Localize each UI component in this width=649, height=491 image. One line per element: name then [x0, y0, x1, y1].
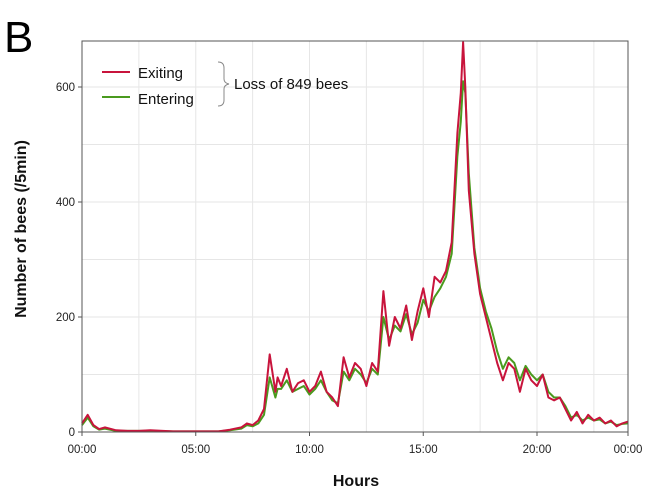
y-tick-label: 200 [56, 312, 75, 324]
y-axis-ticks: 0 200 400 600 [56, 82, 82, 439]
panel-label: B [4, 13, 33, 62]
x-axis-ticks: 00:00 05:00 10:00 15:00 20:00 00:00 [68, 432, 643, 456]
legend-label-exiting: Exiting [138, 65, 183, 82]
x-tick-label: 00:00 [614, 444, 643, 456]
series-lines [81, 41, 629, 433]
x-tick-label: 20:00 [523, 444, 552, 456]
series-line-entering [81, 80, 629, 433]
x-tick-label: 00:00 [68, 444, 97, 456]
y-tick-label: 400 [56, 197, 75, 209]
x-axis-title: Hours [333, 473, 379, 490]
x-tick-label: 10:00 [295, 444, 324, 456]
annotation-brace [217, 61, 230, 107]
y-axis-title: Number of bees (/5min) [13, 140, 30, 318]
x-tick-label: 05:00 [181, 444, 210, 456]
legend-label-entering: Entering [138, 91, 194, 108]
series-line-exiting [81, 41, 629, 433]
plot-frame [81, 40, 629, 433]
x-tick-label: 15:00 [409, 444, 438, 456]
y-tick-label: 600 [56, 82, 75, 94]
y-tick-label: 0 [69, 427, 75, 439]
annotation-text: Loss of 849 bees [234, 76, 348, 93]
legend: Exiting Entering [102, 65, 194, 108]
